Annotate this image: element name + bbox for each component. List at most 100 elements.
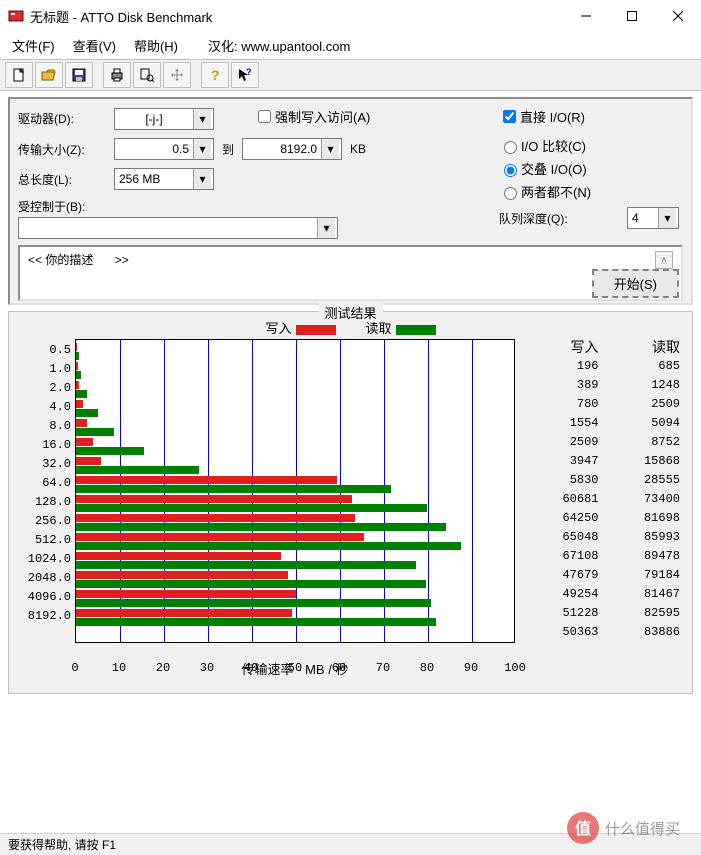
drive-combo[interactable]: ▾ (114, 108, 214, 130)
write-bar (76, 552, 281, 560)
read-value: 81467 (605, 585, 681, 604)
read-bar (76, 390, 87, 398)
close-button[interactable] (655, 0, 701, 32)
read-value: 28555 (605, 471, 681, 490)
tool-new[interactable] (5, 62, 33, 88)
overlap-io-radio[interactable]: 交叠 I/O(O) (499, 159, 679, 178)
scroll-up-button[interactable]: ˄ (655, 251, 673, 269)
drive-label: 驱动器(D): (18, 110, 114, 127)
y-tick-label: 8.0 (15, 419, 71, 433)
tool-move[interactable] (163, 62, 191, 88)
write-value: 65048 (523, 528, 599, 547)
y-tick-label: 512.0 (15, 533, 71, 547)
menu-view[interactable]: 查看(V) (73, 36, 116, 55)
io-compare-radio[interactable]: I/O 比较(C) (499, 136, 679, 155)
chevron-down-icon[interactable]: ▾ (317, 218, 335, 238)
read-bar (76, 447, 144, 455)
write-bar (76, 419, 87, 427)
read-bar (76, 542, 461, 550)
controlled-by-value[interactable] (19, 221, 317, 235)
xfer-to-value[interactable] (243, 142, 321, 156)
y-tick-label: 2048.0 (15, 571, 71, 585)
data-columns: 写入 1963897801554250939475830606816425065… (515, 339, 686, 691)
y-tick-label: 1.0 (15, 362, 71, 376)
chevron-down-icon[interactable]: ▾ (321, 139, 339, 159)
queue-depth-label: 队列深度(Q): (499, 210, 627, 227)
write-value: 389 (523, 376, 599, 395)
read-bar (76, 523, 446, 531)
xfer-to-combo[interactable]: ▾ (242, 138, 342, 160)
read-value: 73400 (605, 490, 681, 509)
write-value: 64250 (523, 509, 599, 528)
read-value: 5094 (605, 414, 681, 433)
length-value[interactable] (115, 172, 193, 186)
queue-depth-value[interactable] (628, 211, 658, 225)
length-combo[interactable]: ▾ (114, 168, 214, 190)
tool-save[interactable] (65, 62, 93, 88)
read-bar (76, 352, 79, 360)
drive-value[interactable] (115, 112, 193, 126)
write-value: 60681 (523, 490, 599, 509)
results-title: 测试结果 (318, 303, 382, 322)
chevron-down-icon[interactable]: ▾ (193, 109, 211, 129)
write-bar (76, 343, 77, 351)
chevron-down-icon[interactable]: ▾ (193, 169, 211, 189)
read-bar (76, 485, 391, 493)
menu-file[interactable]: 文件(F) (12, 36, 55, 55)
chart-area: 0.51.02.04.08.016.032.064.0128.0256.0512… (15, 339, 515, 691)
read-value: 85993 (605, 528, 681, 547)
write-bar (76, 609, 292, 617)
tool-open[interactable] (35, 62, 63, 88)
menu-localize: 汉化: www.upantool.com (208, 36, 350, 55)
start-button[interactable]: 开始(S) (592, 269, 679, 298)
write-bar (76, 533, 364, 541)
xfer-size-label: 传输大小(Z): (18, 141, 114, 158)
read-bar (76, 580, 426, 588)
minimize-button[interactable] (563, 0, 609, 32)
xfer-from-combo[interactable]: ▾ (114, 138, 214, 160)
y-tick-label: 4.0 (15, 400, 71, 414)
read-bar (76, 428, 114, 436)
write-value: 51228 (523, 604, 599, 623)
write-value: 1554 (523, 414, 599, 433)
xfer-to-label: 到 (214, 141, 242, 158)
y-tick-label: 4096.0 (15, 590, 71, 604)
tool-print[interactable] (103, 62, 131, 88)
read-value: 89478 (605, 547, 681, 566)
write-bar (76, 457, 101, 465)
direct-io-checkbox[interactable]: 直接 I/O(R) (499, 107, 679, 126)
force-write-checkbox[interactable]: 强制写入访问(A) (254, 107, 370, 126)
queue-depth-combo[interactable]: ▾ (627, 207, 679, 229)
description-area[interactable]: << 你的描述 >> ˄ ˅ (18, 245, 683, 301)
y-tick-label: 128.0 (15, 495, 71, 509)
chevron-down-icon[interactable]: ▾ (193, 139, 211, 159)
menu-help[interactable]: 帮助(H) (134, 36, 178, 55)
neither-radio[interactable]: 两者都不(N) (499, 182, 679, 201)
y-tick-label: 2.0 (15, 381, 71, 395)
tool-context-help[interactable]: ? (231, 62, 259, 88)
menu-bar: 文件(F) 查看(V) 帮助(H) 汉化: www.upantool.com (0, 32, 701, 59)
read-bar (76, 409, 98, 417)
results-fieldset: 测试结果 写入 读取 0.51.02.04.08.016.032.064.012… (8, 311, 693, 694)
xfer-from-value[interactable] (115, 142, 193, 156)
read-value: 8752 (605, 433, 681, 452)
write-bar (76, 571, 288, 579)
read-bar (76, 504, 427, 512)
bar-chart (75, 339, 515, 643)
write-bar (76, 362, 78, 370)
tool-help[interactable]: ? (201, 62, 229, 88)
controlled-by-combo[interactable]: ▾ (18, 217, 338, 239)
svg-text:?: ? (246, 67, 252, 77)
read-value: 83886 (605, 623, 681, 642)
maximize-button[interactable] (609, 0, 655, 32)
read-value: 685 (605, 357, 681, 376)
write-value: 5830 (523, 471, 599, 490)
toolbar: ? ? (0, 59, 701, 91)
tool-preview[interactable] (133, 62, 161, 88)
read-bar (76, 466, 199, 474)
chevron-down-icon[interactable]: ▾ (658, 208, 676, 228)
watermark: 值 什么值得买 (565, 808, 695, 851)
write-bar (76, 476, 337, 484)
col-read-header: 读取 (605, 339, 681, 357)
y-tick-label: 64.0 (15, 476, 71, 490)
